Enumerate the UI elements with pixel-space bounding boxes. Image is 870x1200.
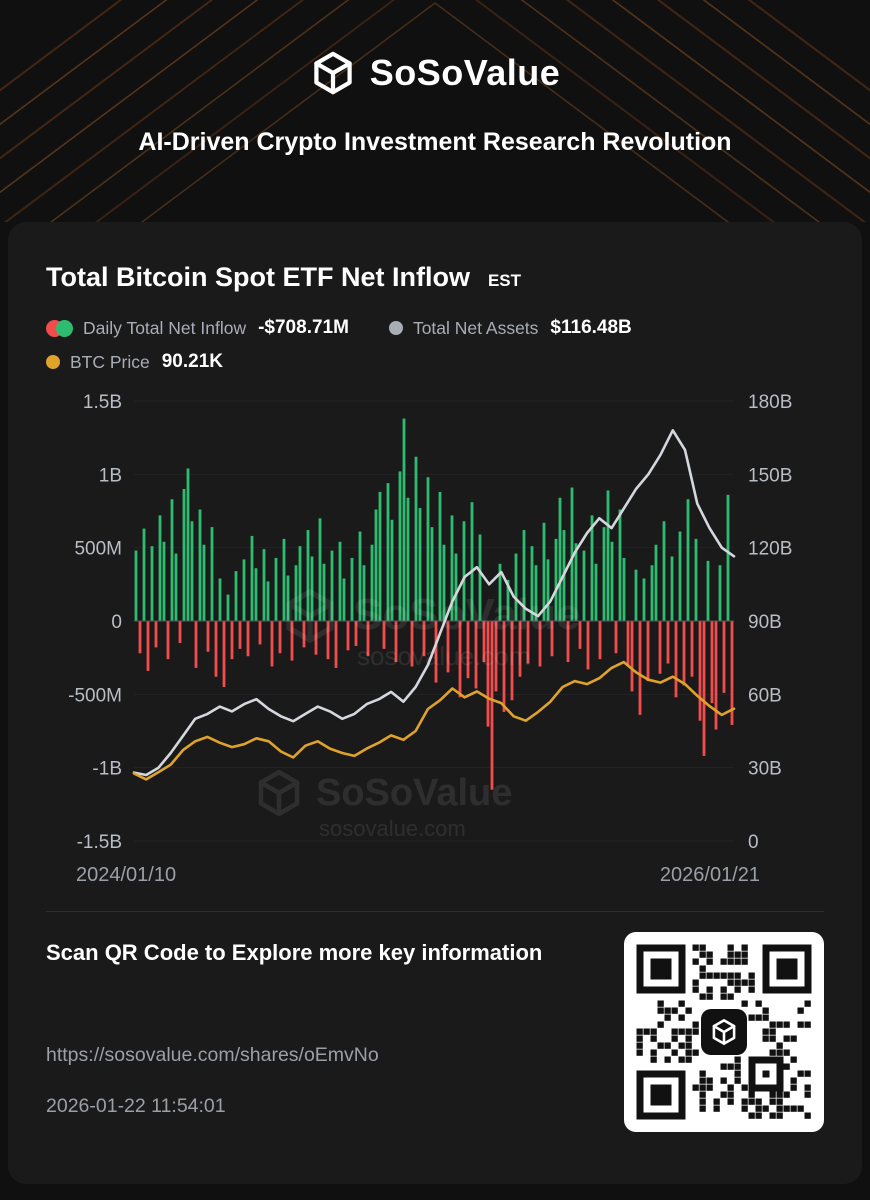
btc-legend-icon [46,355,60,369]
svg-text:sosovalue.com: sosovalue.com [319,816,466,841]
svg-text:2024/01/10: 2024/01/10 [76,864,176,886]
chart-card: Total Bitcoin Spot ETF Net Inflow EST Da… [8,222,862,1184]
watermark-center: SoSoValue sosovalue.com [289,590,580,671]
svg-text:-1.5B: -1.5B [77,832,122,853]
etf-netinflow-chart: 1.5B 180B 1B 150B 500M 120B 0 90B -500M 60B -1B 30B… [68,392,792,886]
svg-text:2026/01/21: 2026/01/21 [660,864,760,886]
footer-text-block: Scan QR Code to Explore more key informa… [46,932,606,1132]
assets-legend-icon [388,321,403,335]
tagline: AI-Driven Crypto Investment Research Rev… [138,128,732,156]
svg-text:0: 0 [748,832,759,853]
svg-text:30B: 30B [748,759,782,780]
svg-text:SoSoValue: SoSoValue [316,772,512,814]
svg-text:180B: 180B [748,392,792,413]
brand-logo: SoSoValue [0,0,870,96]
svg-text:120B: 120B [748,539,792,560]
legend-label-assets: Total Net Assets [412,317,539,338]
scan-qr-text: Scan QR Code to Explore more key informa… [46,940,543,965]
svg-text:-500M: -500M [68,685,122,706]
timestamp: 2026-01-22 11:54:01 [46,1095,226,1117]
qr-code [624,932,824,1132]
decorative-pattern [0,0,870,222]
legend-label-inflow: Daily Total Net Inflow [83,317,247,338]
divider [46,911,824,912]
share-url: https://sosovalue.com/shares/oEmvNo [46,1044,379,1066]
svg-text:150B: 150B [748,465,792,486]
svg-text:0: 0 [111,612,122,633]
svg-text:1B: 1B [99,465,122,486]
legend-value-btc: 90.21K [161,351,224,372]
brand-name: SoSoValue [369,52,561,93]
timezone-label: EST [487,271,522,290]
sosovalue-cube-icon [310,50,356,96]
legend-value-assets: $116.48B [550,317,632,338]
chart-legend: Daily Total Net Inflow -$708.71M Total N… [46,317,824,373]
legend-value-inflow: -$708.71M [258,317,349,338]
svg-text:sosovalue.com: sosovalue.com [357,641,530,671]
watermark-lower: SoSoValue sosovalue.com [261,772,512,841]
svg-text:1.5B: 1.5B [83,392,122,413]
inflow-legend-icon [46,319,73,337]
chart-area: 1.5B 180B 1B 150B 500M 120B 0 90B -500M 60B -1B 30B… [46,383,824,893]
svg-text:SoSoValue: SoSoValue [353,590,580,639]
svg-text:500M: 500M [74,539,122,560]
svg-text:60B: 60B [748,685,782,706]
svg-text:-1B: -1B [92,759,122,780]
title-row: Total Bitcoin Spot ETF Net Inflow EST [46,262,824,293]
legend-label-btc: BTC Price [70,351,150,372]
legend-row-1: Daily Total Net Inflow -$708.71M Total N… [46,317,824,339]
legend-row-2: BTC Price 90.21K [46,351,824,373]
page-header: SoSoValue AI-Driven Crypto Investment Re… [0,0,870,222]
svg-text:90B: 90B [748,612,782,633]
chart-title: Total Bitcoin Spot ETF Net Inflow [46,262,470,292]
card-footer: Scan QR Code to Explore more key informa… [46,932,824,1132]
